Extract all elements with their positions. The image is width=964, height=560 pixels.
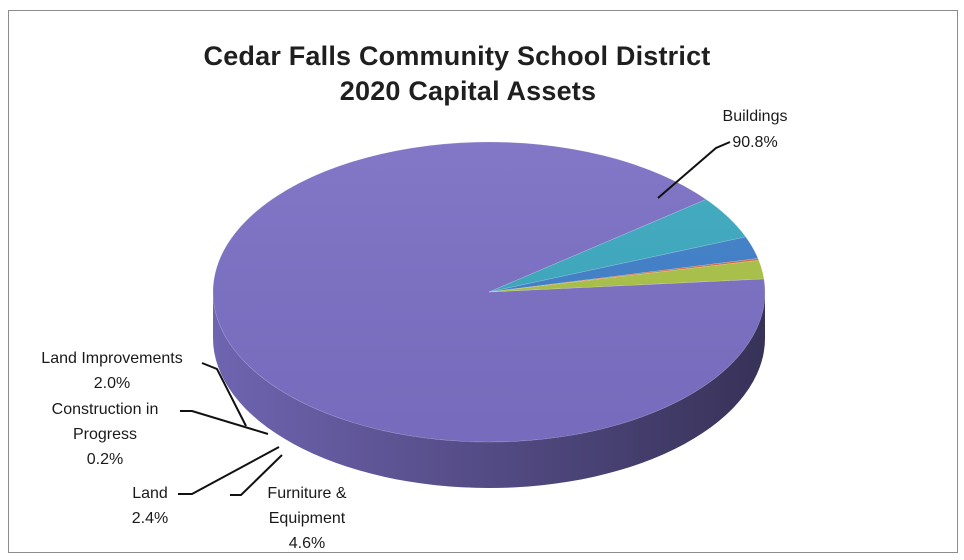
- leader-lines: [178, 141, 731, 496]
- pie-tops: [212, 141, 766, 443]
- leader-furniture-equipment: [230, 454, 283, 496]
- leader-construction-in-progress: [180, 410, 269, 435]
- slice-label-construction-in-progress: Construction in: [52, 401, 159, 418]
- pie-top-shine: [213, 142, 765, 442]
- slice-labels: Buildings 90.8% Furniture & Equipment 4.6% La…: [41, 108, 787, 552]
- leader-land: [178, 446, 280, 495]
- value-label-land-improvements: 2.0%: [94, 375, 130, 392]
- value-label-furniture-equipment: 4.6%: [289, 535, 325, 552]
- pie-sides: [213, 292, 765, 488]
- slice-label-buildings: Buildings: [723, 108, 788, 125]
- leader-land-improvements: [201, 362, 247, 427]
- value-label-land: 2.4%: [132, 510, 168, 527]
- slice-label-land-improvements: Land Improvements: [41, 350, 182, 367]
- value-label-construction-in-progress: 0.2%: [87, 451, 123, 468]
- slice-label-land: Land: [132, 485, 168, 502]
- slice-side-shade: [213, 292, 765, 488]
- value-label-buildings: 90.8%: [732, 134, 777, 151]
- slice-label-construction-in-progress: Progress: [73, 426, 137, 443]
- chart-title: Cedar Falls Community School District: [203, 41, 711, 71]
- slice-label-furniture-equipment: Equipment: [269, 510, 346, 527]
- slice-label-furniture-equipment: Furniture &: [267, 485, 346, 502]
- chart-subtitle: 2020 Capital Assets: [339, 76, 597, 106]
- leader-buildings: [657, 141, 731, 199]
